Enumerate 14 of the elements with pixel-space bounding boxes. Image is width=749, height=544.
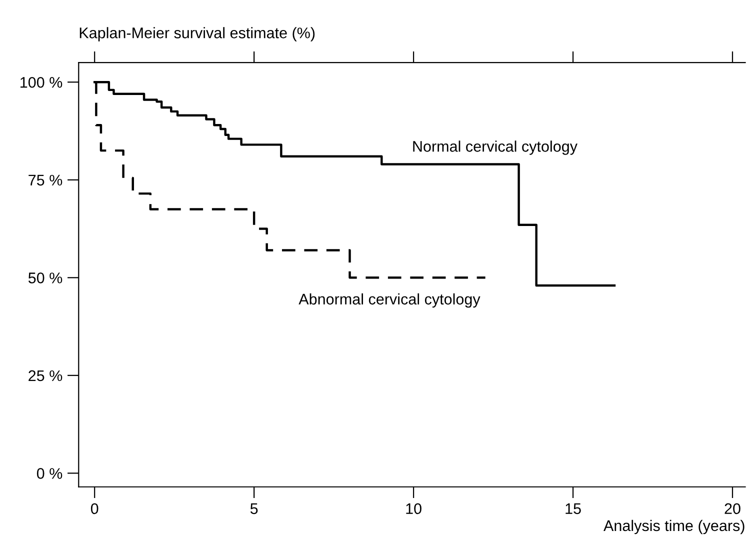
y-tick-label: 75 % — [28, 174, 62, 186]
y-tick-label: 100 % — [20, 76, 62, 88]
x-tick-label: 5 — [250, 503, 258, 514]
series-label: Abnormal cervical cytology — [298, 293, 480, 308]
y-tick-label: 50 % — [28, 272, 62, 284]
y-tick-label: 25 % — [28, 370, 62, 382]
x-axis-title: Analysis time (years) — [604, 520, 744, 534]
x-tick-label: 20 — [724, 503, 740, 514]
y-axis-title: Kaplan-Meier survival estimate (%) — [80, 27, 315, 42]
series-label: Normal cervical cytology — [413, 140, 578, 155]
x-tick-label: 15 — [566, 503, 581, 514]
x-tick-label: 0 — [90, 503, 98, 514]
x-tick-label: 10 — [406, 503, 422, 514]
y-tick-label: 0 % — [36, 468, 62, 479]
